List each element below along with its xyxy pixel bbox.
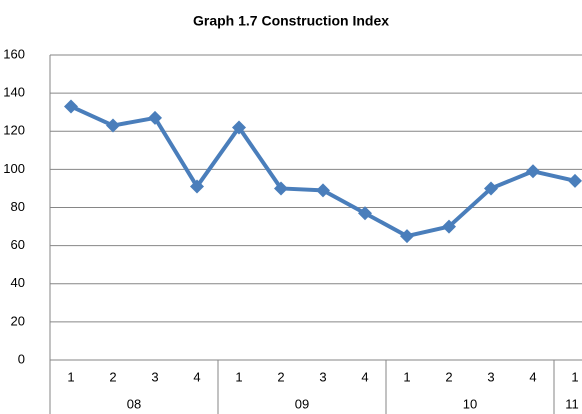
- data-point: [106, 118, 120, 133]
- y-tick-label: 140: [3, 85, 25, 100]
- data-point: [400, 229, 414, 244]
- x-group-label: 09: [295, 396, 309, 411]
- y-tick-label: 160: [3, 46, 25, 61]
- x-tick-label: 4: [361, 369, 368, 384]
- y-tick-label: 0: [18, 351, 25, 366]
- chart-title: Graph 1.7 Construction Index: [193, 13, 389, 29]
- data-point: [232, 120, 246, 135]
- x-tick-label: 1: [235, 369, 242, 384]
- data-point: [526, 164, 540, 179]
- x-group-label: 11: [565, 396, 579, 411]
- data-point: [64, 99, 78, 114]
- data-point: [442, 219, 456, 234]
- y-tick-label: 20: [11, 313, 25, 328]
- x-tick-label: 2: [445, 369, 452, 384]
- y-tick-label: 120: [3, 123, 25, 138]
- x-tick-label: 3: [151, 369, 158, 384]
- data-point: [148, 110, 162, 125]
- x-group-label: 08: [127, 396, 141, 411]
- x-tick-label: 2: [277, 369, 284, 384]
- x-tick-label: 4: [529, 369, 536, 384]
- data-point: [274, 181, 288, 196]
- x-group-label: 10: [463, 396, 477, 411]
- x-tick-label: 2: [109, 369, 116, 384]
- y-tick-label: 100: [3, 161, 25, 176]
- y-tick-label: 80: [11, 199, 25, 214]
- x-tick-label: 1: [403, 369, 410, 384]
- data-point: [316, 183, 330, 198]
- x-tick-label: 1: [571, 369, 578, 384]
- data-point: [190, 179, 204, 194]
- data-point: [568, 173, 582, 188]
- y-tick-label: 60: [11, 237, 25, 252]
- data-point: [484, 181, 498, 196]
- data-point: [358, 206, 372, 221]
- x-tick-label: 1: [67, 369, 74, 384]
- x-tick-label: 3: [487, 369, 494, 384]
- x-tick-label: 3: [319, 369, 326, 384]
- x-tick-label: 4: [193, 369, 200, 384]
- y-tick-label: 40: [11, 275, 25, 290]
- series-line: [70, 104, 576, 239]
